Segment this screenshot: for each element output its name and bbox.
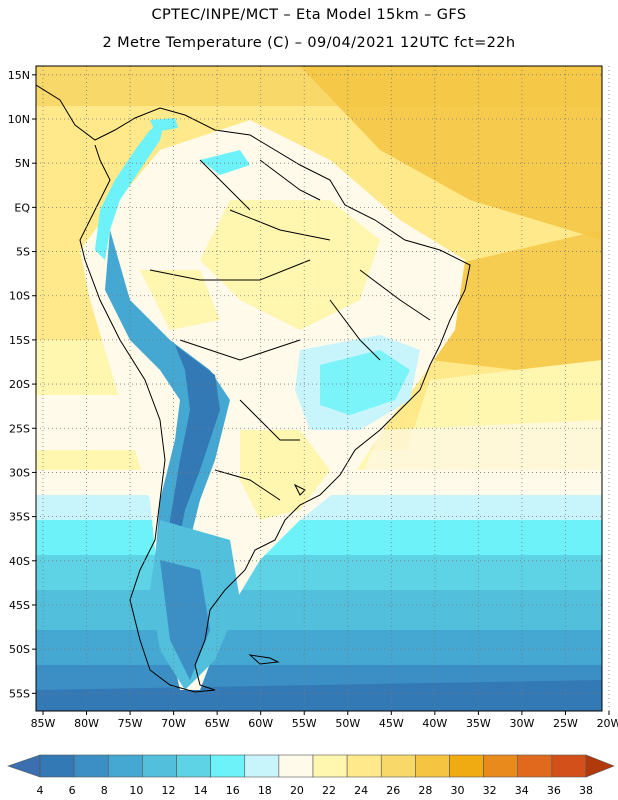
lon-tick-label: 25W [553,717,578,730]
lat-tick-label: 5N [15,157,30,170]
lon-tick-label: 20W [597,717,618,730]
lon-tick-label: 60W [248,717,273,730]
lat-tick-label: 45S [9,599,30,612]
lon-tick-label: 30W [509,717,534,730]
colorbar-label: 22 [322,784,336,797]
colorbar-swatch [380,754,416,778]
colorbar-swatch [517,754,553,778]
latitude-labels: 15N 10N 5N EQ 5S 10S 15S 20S 25S 30S 35S 40S 45S 50S 5… [8,69,36,700]
colorbar-swatch [312,754,348,778]
colorbar-swatch [39,754,75,778]
lat-tick-label: 15N [8,69,30,82]
title-line-2: 2 Metre Temperature (C) – 09/04/2021 12U… [102,35,516,51]
colorbar-label: 38 [579,784,593,797]
colorbar-swatch [73,754,109,778]
colorbar-label: 4 [37,784,44,797]
title-line-1: CPTEC/INPE/MCT – Eta Model 15km – GFS [151,7,467,23]
colorbar-swatch [176,754,211,778]
lon-tick-label: 45W [379,717,404,730]
lon-tick-label: 50W [335,717,360,730]
lat-tick-label: 25S [9,422,30,435]
colorbar-swatch [415,754,450,778]
colorbar-swatch [142,754,177,778]
colorbar-low-arrow [7,754,41,778]
colorbar-label: 10 [129,784,143,797]
colorbar-swatch [244,754,280,778]
coastlines [36,84,471,693]
colorbar-swatch [346,754,382,778]
colorbar-label: 30 [451,784,465,797]
lon-tick-label: 55W [292,717,317,730]
colorbar-label: 34 [515,784,529,797]
lat-tick-label: 50S [9,643,30,656]
colorbar-label: 32 [483,784,497,797]
lat-tick-label: 40S [9,555,30,568]
lon-tick-label: 70W [161,717,186,730]
lon-tick-label: 75W [118,717,143,730]
lon-tick-label: 65W [205,717,230,730]
lon-tick-label: 40W [422,717,447,730]
colorbar-swatch [210,754,246,778]
colorbar: 4 6 8 10 12 14 16 18 20 22 24 26 28 30 32 34 36 38 [7,754,615,797]
colorbar-swatch [107,754,143,778]
lat-tick-label: EQ [14,201,30,214]
colorbar-label: 24 [354,784,368,797]
colorbar-swatch [278,754,314,778]
lat-tick-label: 30S [9,466,30,479]
colorbar-swatch [551,754,587,778]
lon-tick-label: 35W [466,717,491,730]
colorbar-label: 6 [69,784,76,797]
longitude-labels: 85W 80W 75W 70W 65W 60W 55W 50W 45W 40W 35W 30W 25W 2… [31,711,618,730]
colorbar-label: 28 [418,784,432,797]
colorbar-label: 8 [101,784,108,797]
lat-tick-label: 55S [9,687,30,700]
colorbar-swatch [483,754,519,778]
colorbar-label: 18 [258,784,272,797]
lat-tick-label: 10N [8,113,30,126]
colorbar-label: 14 [194,784,208,797]
colorbar-label: 12 [161,784,175,797]
colorbar-high-arrow [585,754,615,778]
lat-tick-label: 20S [9,378,30,391]
colorbar-label: 36 [547,784,561,797]
temperature-field [36,66,602,711]
colorbar-label: 26 [386,784,400,797]
lat-tick-label: 15S [9,334,30,347]
lat-tick-label: 10S [9,290,30,303]
map-frame [35,65,603,712]
lat-tick-label: 5S [16,246,30,259]
lat-tick-label: 35S [9,511,30,524]
colorbar-swatch [449,754,484,778]
lon-tick-label: 80W [74,717,99,730]
colorbar-label: 16 [226,784,240,797]
lon-tick-label: 85W [31,717,56,730]
colorbar-label: 20 [290,784,304,797]
